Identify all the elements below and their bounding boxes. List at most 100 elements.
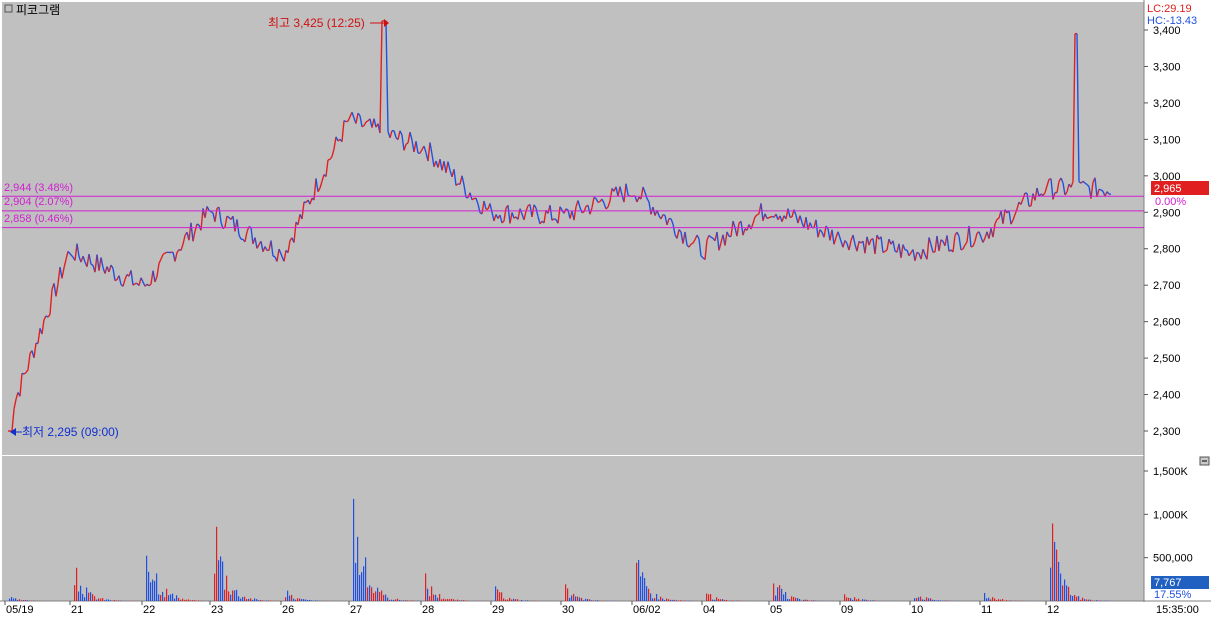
volume-bar	[395, 599, 396, 601]
volume-bar	[82, 594, 83, 601]
volume-bar	[718, 599, 719, 601]
price-tick-label: 3,100	[1153, 134, 1181, 146]
volume-bar	[106, 599, 107, 601]
volume-bar	[934, 600, 935, 601]
volume-bar	[461, 600, 462, 601]
volume-bar	[505, 600, 506, 601]
price-segment	[971, 246, 973, 247]
volume-bar	[176, 595, 177, 601]
volume-bar	[230, 595, 231, 601]
hc-value: HC:-13.43	[1147, 15, 1197, 27]
volume-bar	[680, 600, 681, 601]
level-label: 2,858 (0.46%)	[4, 213, 73, 225]
volume-bar	[439, 594, 440, 601]
volume-bar	[1058, 562, 1059, 601]
high-annotation: 최고 3,425 (12:25)	[268, 16, 365, 30]
volume-bar	[990, 599, 991, 601]
volume-bar	[180, 600, 181, 601]
volume-bar	[636, 563, 637, 601]
volume-bar	[732, 600, 733, 601]
price-segment	[115, 280, 117, 281]
volume-bar	[724, 600, 725, 601]
volume-bar	[664, 600, 665, 601]
volume-panel[interactable]	[2, 456, 1144, 601]
volume-bar	[295, 600, 296, 601]
volume-bar	[367, 587, 368, 601]
volume-bar	[946, 600, 947, 601]
volume-bar	[110, 600, 111, 601]
lc-value: LC:29.19	[1147, 3, 1192, 15]
volume-bar	[309, 600, 310, 601]
volume-bar	[525, 600, 526, 601]
volume-bar	[638, 560, 639, 601]
volume-bar	[844, 594, 845, 601]
volume-bar	[357, 537, 358, 601]
volume-bar	[299, 598, 300, 601]
volume-bar	[174, 599, 175, 601]
volume-bar	[315, 600, 316, 601]
level-label-right: 0.00%	[1155, 196, 1186, 208]
price-segment	[91, 264, 93, 265]
volume-bar	[190, 600, 191, 601]
price-segment	[566, 209, 568, 210]
volume-bar	[15, 598, 16, 601]
volume-bar	[226, 576, 227, 601]
volume-bar	[781, 589, 782, 601]
volume-bar	[1072, 596, 1073, 601]
volume-bar	[427, 589, 428, 601]
volume-bar	[716, 597, 717, 601]
volume-bar	[407, 600, 408, 601]
volume-bar	[509, 598, 510, 601]
volume-bar	[712, 600, 713, 601]
volume-tick-label: 1,000K	[1153, 509, 1189, 521]
volume-bar	[811, 600, 812, 601]
volume-bar	[435, 595, 436, 601]
volume-bar	[864, 600, 865, 601]
volume-bar	[9, 599, 10, 601]
volume-bar	[413, 600, 414, 601]
volume-bar	[387, 598, 388, 601]
volume-bar	[593, 600, 594, 601]
volume-bar	[920, 597, 921, 601]
volume-bar	[222, 562, 223, 601]
volume-bar	[736, 600, 737, 601]
volume-bar	[443, 599, 444, 601]
volume-bar	[1090, 600, 1091, 601]
price-tick-label: 2,400	[1153, 390, 1181, 402]
volume-bar	[854, 597, 855, 601]
volume-bar	[164, 597, 165, 601]
volume-bar	[1068, 587, 1069, 601]
price-tick-label: 2,500	[1153, 353, 1181, 365]
volume-bar	[868, 600, 869, 601]
volume-bar	[527, 600, 528, 601]
volume-bar	[457, 600, 458, 601]
volume-bar	[459, 600, 460, 601]
volume-bar	[640, 576, 641, 601]
price-segment	[366, 121, 368, 122]
volume-bar	[986, 598, 987, 601]
price-segment	[344, 121, 346, 122]
volume-bar	[587, 599, 588, 601]
volume-bar	[775, 596, 776, 601]
volume-bar	[1052, 523, 1053, 601]
volume-bar	[154, 581, 155, 601]
x-tick-label: 09	[841, 604, 853, 616]
volume-bar	[463, 600, 464, 601]
volume-bar	[102, 598, 103, 601]
volume-bar	[1084, 599, 1085, 601]
volume-bar	[405, 600, 406, 601]
volume-bar	[98, 598, 99, 601]
volume-bar	[301, 599, 302, 601]
volume-bar	[591, 600, 592, 601]
volume-bar	[932, 600, 933, 601]
volume-bar	[100, 599, 101, 601]
volume-bar	[76, 568, 77, 601]
price-segment	[328, 159, 330, 160]
x-tick-label: 27	[350, 604, 362, 616]
x-tick-label: 12	[1047, 604, 1059, 616]
volume-bar	[188, 599, 189, 601]
volume-bar	[507, 600, 508, 601]
volume-bar	[399, 600, 400, 601]
volume-bar	[232, 591, 233, 601]
